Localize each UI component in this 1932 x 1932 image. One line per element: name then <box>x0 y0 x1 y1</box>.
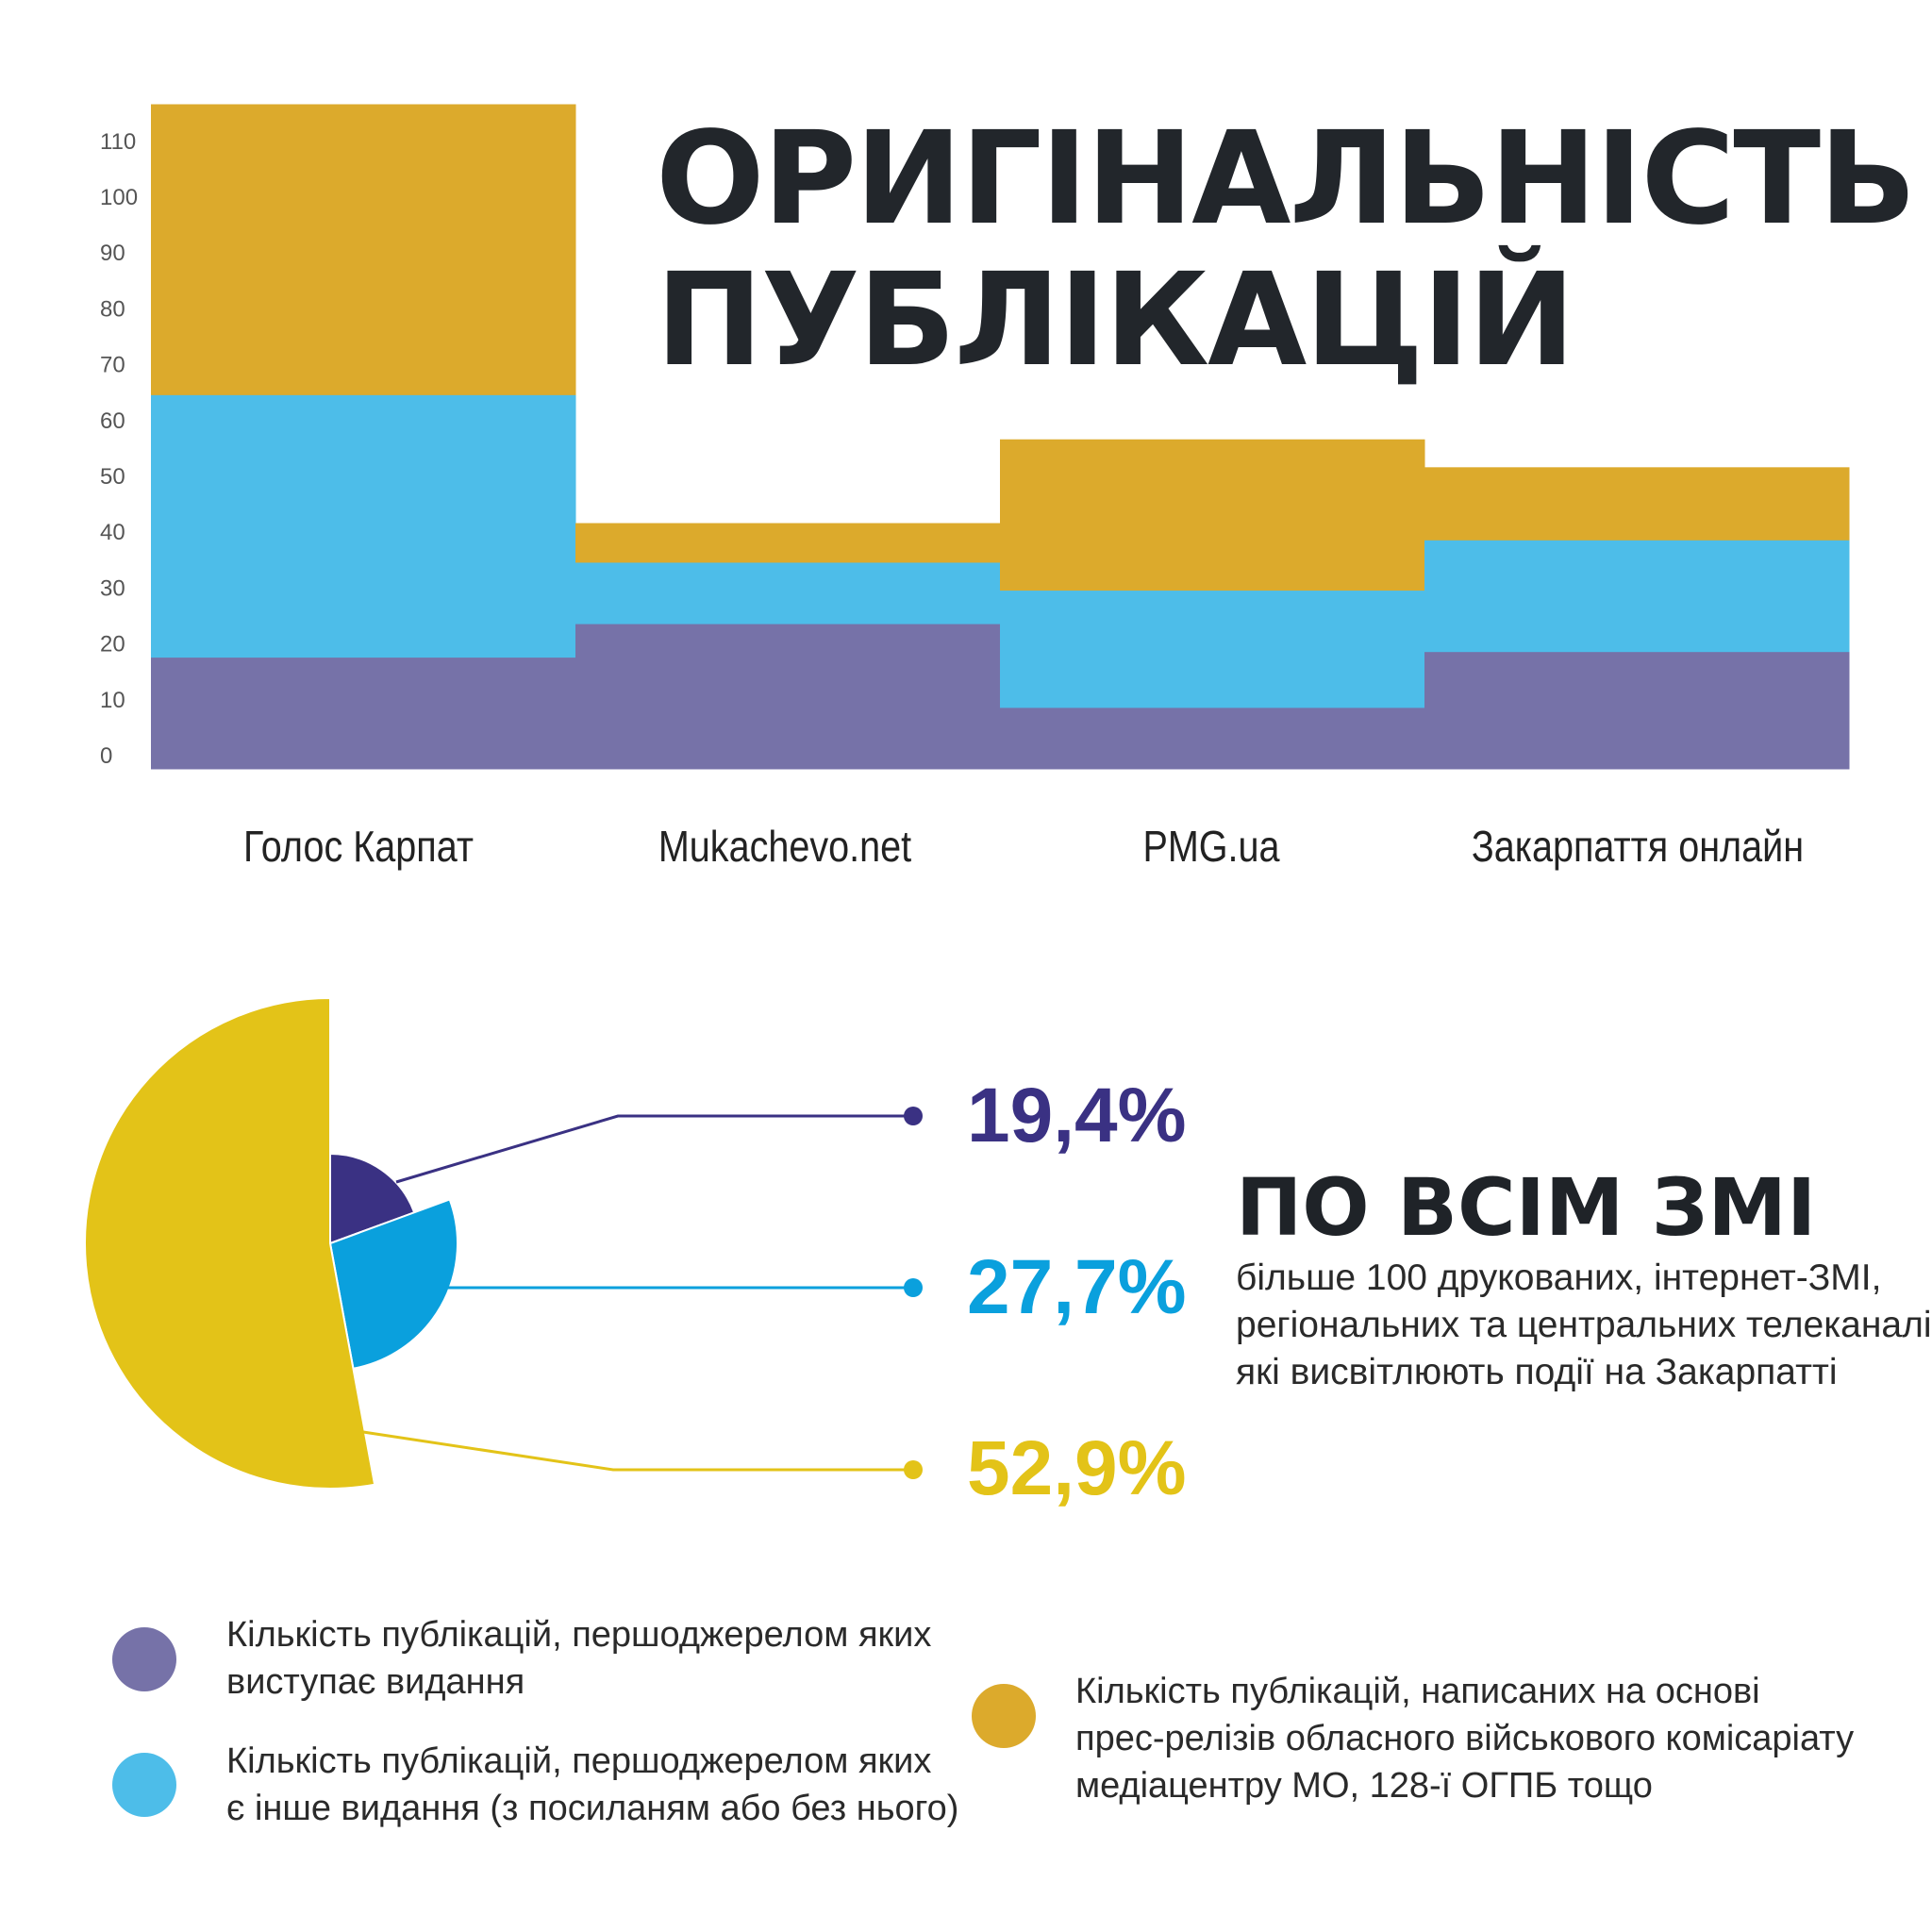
pie-label-blue: 27,7% <box>967 1244 1187 1330</box>
stacked-bar-chart: 0 10 20 30 40 50 60 70 80 90 100 110 <box>100 104 1850 770</box>
legend-gold-line3: медіацентру МО, 128-ї ОГПБ тощо <box>1075 1766 1653 1806</box>
pie-slice-gold <box>84 996 376 1490</box>
y-tick-20: 20 <box>100 632 125 658</box>
callout-line-purple <box>395 1114 913 1184</box>
y-tick-60: 60 <box>100 408 125 434</box>
bar-4-blue <box>1424 540 1850 653</box>
bar-4-gold <box>1424 467 1850 541</box>
bar-2-blue <box>575 561 1001 625</box>
pie-slice-blue <box>328 1198 458 1370</box>
bar-3-purple <box>1000 707 1425 770</box>
callout-line-gold <box>362 1430 913 1472</box>
description-line2: регіональних та центральних телеканалів, <box>1236 1305 1932 1345</box>
y-tick-50: 50 <box>100 464 125 490</box>
pie-chart <box>84 996 923 1490</box>
pie-label-purple: 19,4% <box>967 1073 1187 1158</box>
headline: ПО ВСІМ ЗМІ <box>1236 1161 1817 1254</box>
bar-1-purple <box>151 657 576 770</box>
y-tick-10: 10 <box>100 688 125 713</box>
category-label-golos-karpat: Голос Карпат <box>243 822 474 871</box>
y-tick-30: 30 <box>100 575 125 601</box>
bar-3-blue <box>1000 590 1425 708</box>
legend-item-purple: Кількість публікацій, першоджерелом яких… <box>226 1611 931 1706</box>
legend-blue-line1: Кількість публікацій, першоджерелом яких <box>226 1741 932 1781</box>
legend-item-gold: Кількість публікацій, написаних на основ… <box>1075 1668 1854 1809</box>
legend-gold-line1: Кількість публікацій, написаних на основ… <box>1075 1672 1760 1711</box>
legend-purple-line2: виступає видання <box>226 1662 525 1702</box>
y-tick-0: 0 <box>100 743 112 769</box>
y-axis-ticks: 0 10 20 30 40 50 60 70 80 90 100 110 <box>100 129 138 769</box>
category-label-mukachevo: Mukachevo.net <box>658 822 912 871</box>
legend-dot-purple <box>112 1627 176 1691</box>
bar-2-purple <box>575 624 1001 770</box>
pie-slices-group <box>84 996 458 1490</box>
legend-gold-line2: прес-релізів обласного військового коміс… <box>1075 1719 1855 1758</box>
page-title-line1: ОРИГІНАЛЬНІСТЬ <box>656 105 1917 254</box>
legend-dot-gold <box>972 1684 1036 1748</box>
callout-dot-gold <box>904 1460 923 1479</box>
y-tick-100: 100 <box>100 185 138 210</box>
bars-group <box>151 104 1850 770</box>
legend-dot-blue <box>112 1753 176 1817</box>
callout-dot-blue <box>904 1278 923 1297</box>
headline-description: більше 100 друкованих, інтернет-ЗМІ, рег… <box>1236 1255 1932 1396</box>
description-line3: які висвітлюють події на Закарпатті <box>1236 1352 1838 1392</box>
pie-slice-purple <box>329 1152 416 1245</box>
y-tick-70: 70 <box>100 353 125 378</box>
category-label-zakarpattia-online: Закарпаття онлайн <box>1471 822 1805 871</box>
legend-item-blue: Кількість публікацій, першоджерелом яких… <box>226 1738 958 1832</box>
page-title: ОРИГІНАЛЬНІСТЬ ПУБЛІКАЦІЙ <box>656 105 1917 395</box>
bar-3-gold <box>1000 439 1425 591</box>
y-tick-110: 110 <box>100 129 136 155</box>
bar-2-gold <box>575 523 1001 563</box>
callout-dot-purple <box>904 1107 923 1125</box>
y-tick-80: 80 <box>100 296 125 322</box>
bar-4-purple <box>1424 651 1850 770</box>
description-line1: більше 100 друкованих, інтернет-ЗМІ, <box>1236 1257 1882 1298</box>
page-title-line2: ПУБЛІКАЦІЙ <box>656 246 1575 395</box>
bar-1-blue <box>151 394 576 658</box>
bar-1-gold <box>151 104 576 395</box>
legend-purple-line1: Кількість публікацій, першоджерелом яких <box>226 1615 932 1655</box>
category-label-pmg: PMG.ua <box>1142 822 1280 871</box>
y-tick-90: 90 <box>100 241 125 266</box>
legend-blue-line2: є інше видання (з посиланям або без ньог… <box>226 1789 959 1828</box>
pie-label-gold: 52,9% <box>967 1425 1187 1511</box>
y-tick-40: 40 <box>100 520 125 545</box>
